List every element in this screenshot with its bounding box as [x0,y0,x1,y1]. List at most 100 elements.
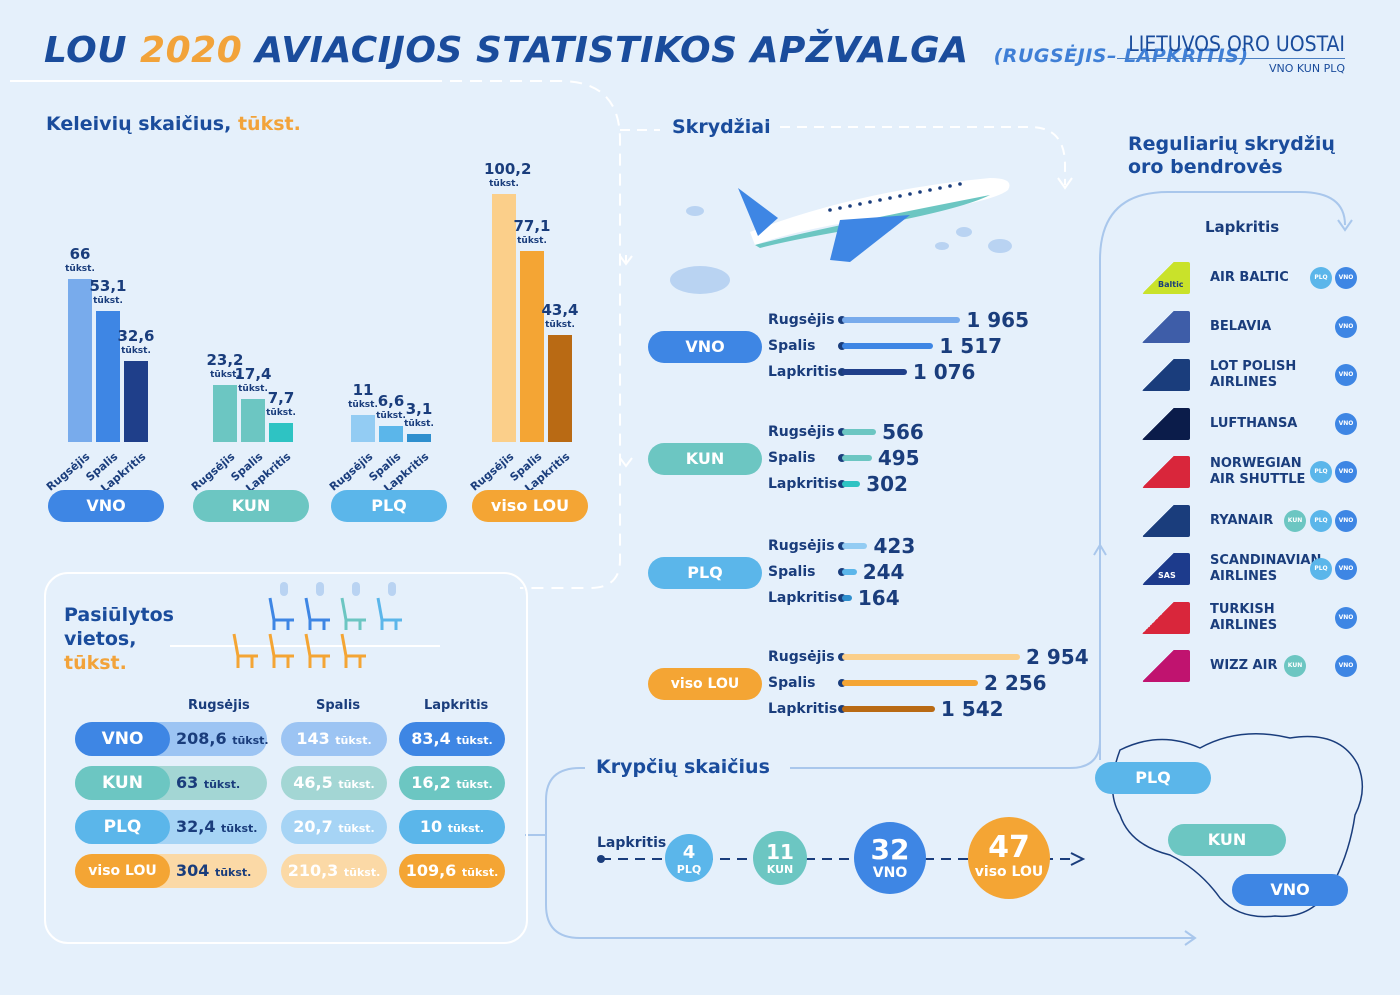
page-subtitle: (RUGSĖJIS– LAPKRITIS) [993,45,1249,67]
airline-name: NORWEGIAN AIR SHUTTLE [1210,456,1305,488]
airline-name-line: NORWEGIAN [1210,456,1302,471]
flight-bar [842,543,868,549]
flight-value: 164 [857,586,900,610]
map-airport-label: VNO [1232,874,1348,906]
passenger-bar [492,194,516,442]
flight-value: 566 [882,420,924,444]
flight-value: 1 542 [940,697,1004,721]
flight-month-label: Lapkritis [768,476,838,492]
passenger-value: 32,6 [117,327,155,346]
airline-name: SCANDINAVIAN AIRLINES [1210,553,1321,585]
passengers-title-unit: tūkst. [237,113,301,135]
airline-name: BELAVIA [1210,319,1271,335]
passenger-bar [124,361,148,442]
flight-month-label: Lapkritis [768,701,838,717]
seats-column-header: Lapkritis [424,698,489,713]
seats-unit: tūkst. [203,778,241,791]
airport-badge: VNO [1335,509,1357,532]
airline-name-line: LUFTHANSA [1210,415,1298,431]
airline-row: NORWEGIAN AIR SHUTTLE PLQ VNO [1140,452,1360,492]
flight-bar [842,706,935,712]
flight-month-label: Lapkritis [768,364,838,380]
airport-badge: KUN [1284,509,1306,532]
airlines-title: Reguliarių skrydžių oro bendrovės [1128,133,1335,179]
seats-number: 143 [296,729,336,748]
airlines-title-line: Reguliarių skrydžių [1128,133,1335,155]
map-airport-label: PLQ [1095,762,1211,794]
passenger-unit: tūkst. [404,419,434,430]
seats-number: 63 [176,773,204,792]
passenger-bar [269,422,293,442]
destination-label: KUN [766,862,794,876]
airline-name-line: AIRLINES [1210,617,1278,633]
flight-value: 302 [866,472,908,496]
passenger-bar-label: 77,1 tūkst. [512,219,552,249]
flight-value: 423 [873,534,916,558]
airline-name: LUFTHANSA [1210,416,1297,432]
passenger-unit: tūkst. [545,319,575,330]
airport-pill: PLQ [331,490,447,522]
passenger-bar [407,434,431,442]
seats-unit: tūkst. [447,822,485,835]
destination-count: 47 [988,829,1030,865]
passenger-unit: tūkst. [489,179,519,189]
destination-circle: 4 PLQ [665,834,713,882]
airlines-month: Lapkritis [1205,218,1280,236]
airlines-title-line: oro bendrovės [1128,156,1283,178]
passenger-bar-label: 11 tūkst. [343,382,383,413]
destination-circle: 32 VNO [854,822,926,894]
airline-name: LOT POLISH AIRLINES [1210,359,1296,391]
destination-count: 11 [766,839,794,864]
airline-name-line: WIZZ AIR [1210,658,1278,673]
airport-pill: VNO [48,490,164,522]
seats-airport-pill: viso LOU [75,854,170,888]
airport-pill: viso LOU [472,490,588,522]
flights-title: Skrydžiai [672,116,771,138]
flight-bar [842,569,857,575]
passenger-bar [241,398,265,442]
seats-title-unit: tūkst. [64,652,127,674]
seats-number: 210,3 [287,861,344,880]
flight-bar [842,369,907,375]
seats-unit: tūkst. [461,866,499,879]
passenger-bar-label: 32,6 tūkst. [116,329,156,359]
seats-airport-pill: KUN [75,766,170,800]
passenger-unit: tūkst. [65,263,95,274]
airline-row: SAS SCANDINAVIAN AIRLINES PLQ VNO [1140,549,1360,589]
airline-logo-icon [1142,601,1190,634]
passenger-unit: tūkst. [348,399,378,410]
seats-unit: tūkst. [343,866,381,879]
passenger-bar-label: 7,7 tūkst. [261,390,301,421]
seats-unit: tūkst. [456,778,493,791]
flight-month-label: Rugsėjis [768,312,835,328]
seats-number: 109,6 [405,861,462,880]
destination-label: PLQ [676,862,702,876]
seats-value: 210,3 tūkst. [281,854,387,888]
seats-title-line: Pasiūlytos [64,604,174,626]
seats-unit: tūkst. [221,822,258,835]
passenger-bar [520,251,544,442]
flight-value: 495 [877,446,920,470]
seats-value: 10 tūkst. [399,810,505,844]
airline-name: TURKISH AIRLINES [1210,602,1277,634]
passenger-value: 6,6 [377,391,405,410]
airline-name-line: AIRLINES [1210,375,1278,390]
flight-month-label: Rugsėjis [768,649,835,665]
seats-unit: tūkst. [338,822,375,835]
airport-pill: VNO [648,331,762,363]
divider [10,80,430,82]
airline-row: LUFTHANSA VNO [1140,404,1360,444]
airport-pill: KUN [648,443,762,475]
flight-bar [842,429,877,435]
airport-badge: PLQ [1310,267,1332,289]
airline-name: RYANAIR [1210,513,1273,529]
seats-title: Pasiūlytos vietos, tūkst. [64,603,174,675]
seats-unit: tūkst. [338,778,375,791]
flight-bar [842,481,861,487]
airport-badge: PLQ [1310,461,1332,483]
flight-value: 244 [862,560,905,584]
airport-badge: KUN [1284,655,1306,677]
seats-value: 46,5 tūkst. [281,766,387,800]
map-airport-label: KUN [1168,824,1286,856]
airport-badge: VNO [1335,558,1357,580]
